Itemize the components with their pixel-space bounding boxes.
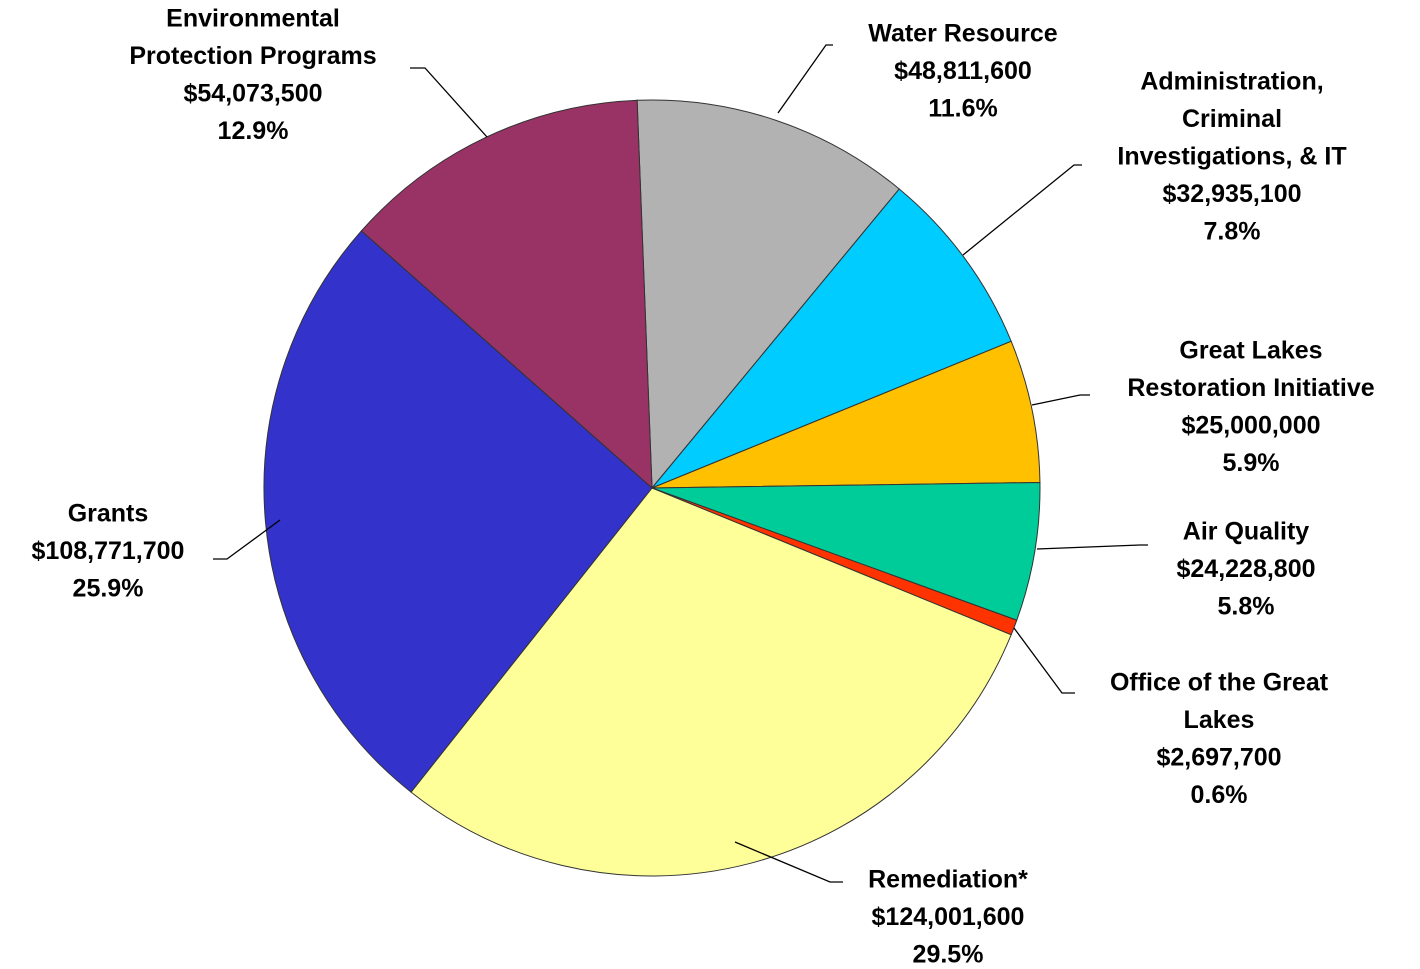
value-label: $108,771,700 — [32, 537, 185, 565]
percent-label: 12.9% — [218, 117, 289, 145]
slice-label: Water Resource — [868, 20, 1058, 48]
pie-slice — [651, 481, 1041, 621]
value-label: $32,935,100 — [1162, 180, 1301, 208]
value-label: $54,073,500 — [183, 80, 322, 108]
pie-slice — [651, 340, 1041, 489]
percent-label: 11.6% — [928, 95, 998, 123]
leader-line — [1036, 544, 1148, 550]
percent-label: 7.8% — [1204, 218, 1261, 246]
pie-slice — [360, 99, 653, 490]
percent-label: 5.9% — [1223, 449, 1280, 477]
leader-line — [1031, 394, 1090, 406]
slice-label: Protection Programs — [129, 42, 376, 70]
pie-slice — [410, 487, 1012, 877]
leader-line — [734, 841, 843, 883]
slice-label: Air Quality — [1183, 518, 1310, 546]
pie-slice — [263, 230, 653, 793]
value-label: $24,228,800 — [1176, 555, 1315, 583]
pie-slice — [651, 188, 1012, 489]
slice-label: Lakes — [1184, 706, 1255, 734]
leader-line — [962, 164, 1082, 256]
value-label: $2,697,700 — [1156, 744, 1281, 772]
slice-label: Administration, — [1140, 68, 1323, 96]
pie-slice — [636, 99, 900, 490]
slice-label: Environmental — [166, 5, 340, 33]
slice-label: Criminal — [1182, 105, 1282, 133]
leader-line — [213, 519, 281, 560]
slice-label: Grants — [68, 500, 149, 528]
slice-label: Office of the Great — [1110, 669, 1329, 697]
slice-label: Remediation* — [868, 866, 1028, 894]
slice-label: Investigations, & IT — [1117, 143, 1346, 171]
percent-label: 0.6% — [1191, 781, 1248, 809]
percent-label: 5.8% — [1218, 593, 1275, 621]
leader-line — [410, 67, 488, 138]
value-label: $25,000,000 — [1181, 412, 1320, 440]
percent-label: 25.9% — [73, 575, 144, 603]
percent-label: 29.5% — [913, 941, 984, 969]
value-label: $48,811,600 — [894, 57, 1032, 85]
leader-line — [777, 44, 833, 114]
value-label: $124,001,600 — [872, 903, 1025, 931]
slice-label: Great Lakes — [1179, 337, 1322, 365]
leader-line — [1013, 627, 1075, 694]
slice-label: Restoration Initiative — [1127, 374, 1374, 402]
